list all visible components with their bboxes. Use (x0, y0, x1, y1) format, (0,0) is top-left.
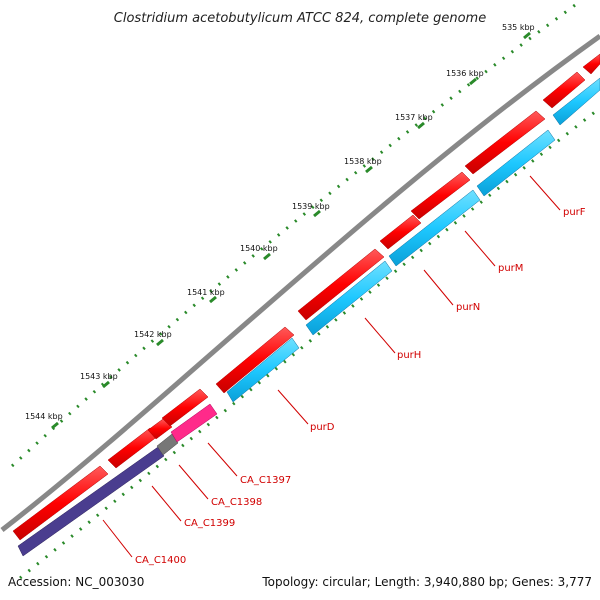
tick-labels: 535 kbp 1536 kbp 1537 kbp 1538 kbp 1539 … (25, 23, 535, 421)
gene-feature (582, 53, 600, 75)
tick-label: 1541 kbp (187, 288, 225, 297)
gene-feature (226, 337, 300, 403)
accession-text: Accession: NC_003030 (8, 575, 144, 589)
gene-feature (297, 248, 385, 321)
tick-label: 1544 kbp (25, 412, 63, 421)
gene-feature (17, 446, 165, 557)
gene-label: purF (563, 207, 586, 218)
major-ticks (51, 31, 531, 430)
gene-feature (410, 171, 471, 220)
tick-label: 1539 kbp (292, 202, 330, 211)
tick-label: 1536 kbp (446, 69, 484, 78)
tick-ring (10, 0, 583, 468)
label-leaders (102, 175, 561, 558)
gene-label: purH (397, 350, 421, 361)
gene-label: purN (456, 302, 480, 313)
tick-label: 1542 kbp (134, 330, 172, 339)
genome-summary-text: Topology: circular; Length: 3,940,880 bp… (261, 575, 592, 589)
gene-feature (305, 260, 393, 336)
gene-feature (379, 214, 422, 250)
map-title: Clostridium acetobutylicum ATCC 824, com… (114, 11, 486, 26)
gene-feature (147, 418, 173, 440)
gene-label: purM (498, 263, 523, 274)
gene-label: purD (310, 422, 335, 433)
gene-feature (215, 326, 295, 394)
gene-feature (156, 433, 179, 456)
genome-backbone (0, 33, 600, 532)
gene-feature (12, 465, 109, 541)
gene-feature (476, 129, 556, 197)
gene-feature (552, 77, 600, 126)
gene-feature (542, 71, 586, 109)
tick-label: 1538 kbp (344, 157, 382, 166)
gene-feature (464, 110, 546, 175)
gene-feature (170, 403, 218, 443)
gene-label: CA_C1398 (211, 497, 262, 508)
reverse-strand-features (17, 77, 600, 557)
gene-feature (388, 189, 481, 267)
gene-label: CA_C1399 (184, 518, 235, 529)
inner-tick-ring (19, 106, 600, 580)
forward-strand-features (12, 53, 600, 541)
tick-label: 535 kbp (502, 23, 535, 32)
tick-label: 1543 kbp (80, 372, 118, 381)
gene-labels: purF purM purN purH purD CA_C1397 CA_C13… (135, 207, 586, 566)
gene-label: CA_C1397 (240, 475, 291, 486)
tick-label: 1540 kbp (240, 244, 278, 253)
tick-label: 1537 kbp (395, 113, 433, 122)
gene-label: CA_C1400 (135, 555, 186, 566)
gene-feature (161, 388, 209, 427)
